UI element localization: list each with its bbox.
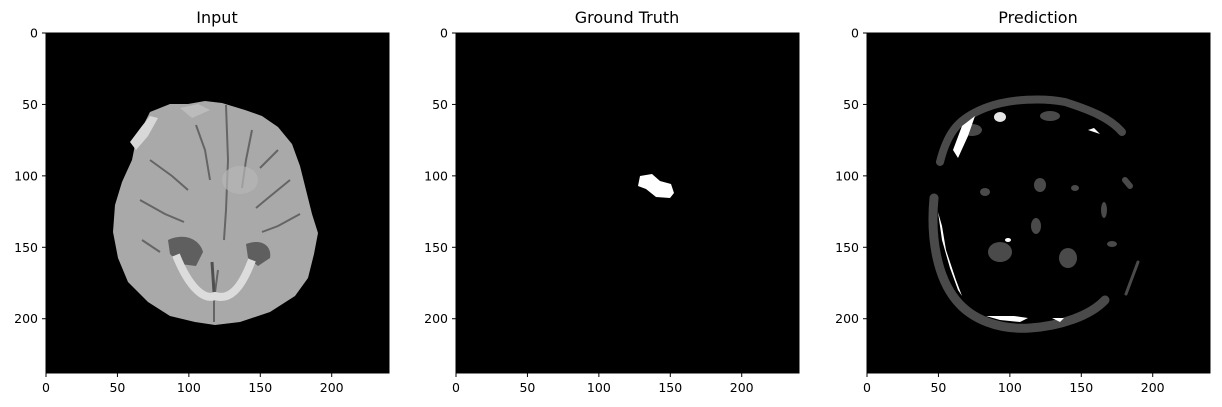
y-tick-label: 100 — [424, 168, 448, 183]
y-tick-label: 0 — [440, 26, 448, 41]
x-tick-label: 50 — [930, 380, 946, 395]
y-tick-label: 50 — [843, 97, 859, 112]
prediction-axes-frame — [866, 32, 1211, 374]
prediction-segmentation-mask — [928, 95, 1140, 333]
panel-input — [45, 32, 390, 374]
y-tick-label: 150 — [835, 240, 859, 255]
y-tick-label: 100 — [835, 168, 859, 183]
y-tick-label: 150 — [14, 240, 38, 255]
x-tick-label: 150 — [658, 380, 682, 395]
ground-truth-axes-frame — [455, 32, 800, 374]
x-tick-label: 100 — [177, 380, 201, 395]
y-tick-label: 100 — [14, 168, 38, 183]
x-tick-label: 200 — [320, 380, 344, 395]
x-tick-label: 200 — [1141, 380, 1165, 395]
x-tick-label: 150 — [248, 380, 272, 395]
ground-truth-image-background — [456, 33, 799, 373]
y-tick-label: 50 — [432, 97, 448, 112]
x-tick-label: 100 — [587, 380, 611, 395]
prediction-image-background — [867, 33, 1210, 373]
x-tick-label: 50 — [109, 380, 125, 395]
x-tick-label: 0 — [452, 380, 460, 395]
y-tick-label: 150 — [424, 240, 448, 255]
x-tick-label: 200 — [730, 380, 754, 395]
x-tick-label: 50 — [519, 380, 535, 395]
panel-title-prediction: Prediction — [998, 8, 1077, 27]
panel-title-input: Input — [196, 8, 237, 27]
panel-ground-truth — [455, 32, 800, 374]
panel-title-ground-truth: Ground Truth — [575, 8, 680, 27]
x-tick-label: 0 — [42, 380, 50, 395]
y-tick-label: 200 — [14, 311, 38, 326]
x-tick-label: 150 — [1069, 380, 1093, 395]
input-axes-frame — [45, 32, 390, 374]
brain-mri-image — [113, 101, 318, 325]
axis-ticks: 0 50 100 150 200 0 50 100 150 200 0 50 100 150 200 0 50 1… — [14, 26, 1165, 396]
y-tick-label: 0 — [30, 26, 38, 41]
x-tick-label: 100 — [998, 380, 1022, 395]
panel-prediction — [866, 32, 1211, 374]
y-tick-label: 0 — [851, 26, 859, 41]
y-tick-label: 200 — [835, 311, 859, 326]
x-tick-label: 0 — [863, 380, 871, 395]
ground-truth-lesion-mask — [638, 174, 674, 198]
y-tick-label: 200 — [424, 311, 448, 326]
y-tick-label: 50 — [22, 97, 38, 112]
